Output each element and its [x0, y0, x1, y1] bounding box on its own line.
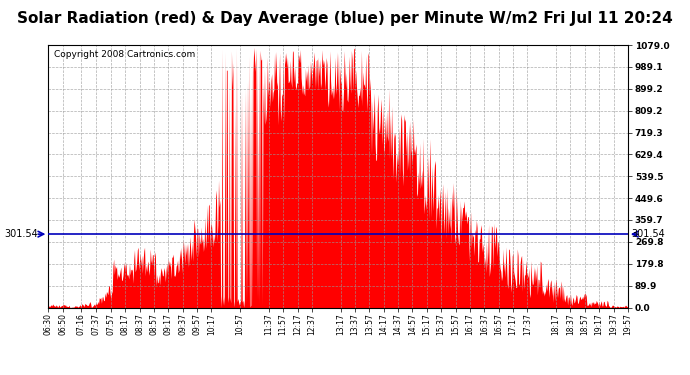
Text: 301.54: 301.54 [631, 229, 665, 239]
Text: Solar Radiation (red) & Day Average (blue) per Minute W/m2 Fri Jul 11 20:24: Solar Radiation (red) & Day Average (blu… [17, 11, 673, 26]
Text: Copyright 2008 Cartronics.com: Copyright 2008 Cartronics.com [54, 50, 195, 59]
Text: 301.54: 301.54 [4, 229, 38, 239]
